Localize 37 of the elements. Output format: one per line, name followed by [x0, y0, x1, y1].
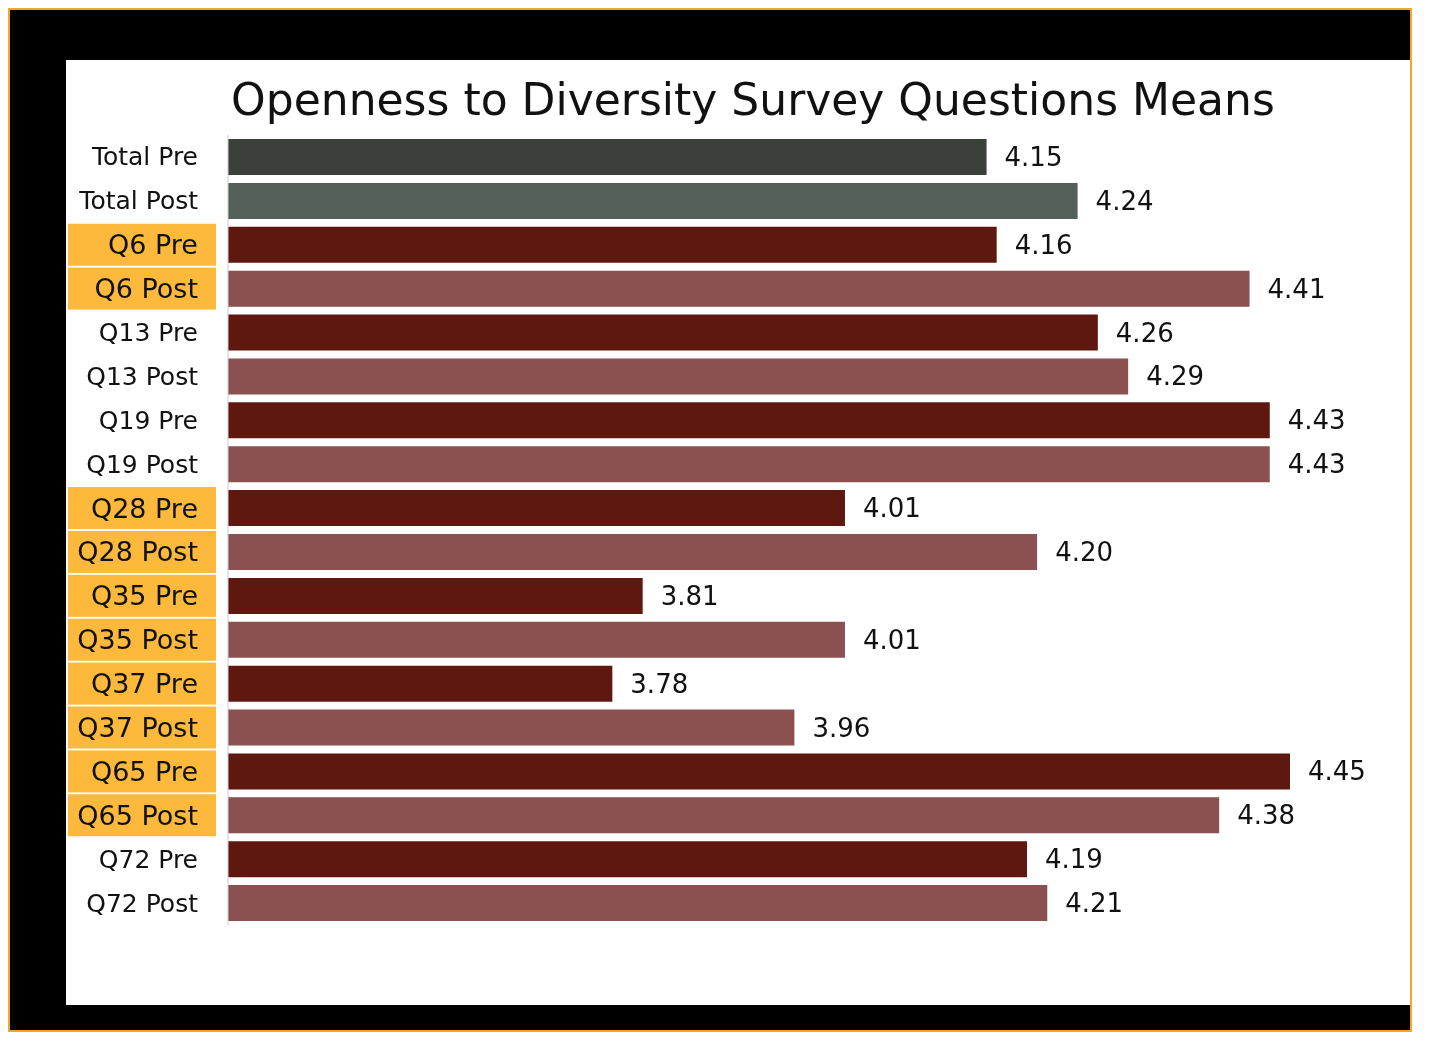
y-tick-label: Q35 Pre [90, 580, 198, 612]
data-label: 4.45 [1308, 756, 1366, 787]
y-tick-label: Q37 Post [77, 712, 198, 743]
y-tick-label: Q13 Pre [98, 318, 198, 347]
data-label: 4.20 [1055, 537, 1114, 567]
y-tick-label: Q72 Pre [98, 844, 198, 874]
data-label: 4.16 [1014, 229, 1073, 260]
y-tick-label: Q13 Post [86, 361, 199, 391]
y-tick-label: Q65 Pre [90, 755, 198, 787]
y-tick-label: Q35 Post [77, 624, 198, 656]
data-label: 4.24 [1095, 185, 1154, 216]
y-tick-label: Q72 Post [86, 888, 199, 918]
data-label: 4.21 [1065, 888, 1124, 919]
data-label: 4.01 [862, 493, 921, 524]
data-label: 4.01 [862, 624, 921, 655]
y-tick-label: Q65 Post [77, 799, 198, 831]
y-tick-label: Q19 Post [86, 449, 199, 479]
y-tick-label: Q28 Pre [90, 492, 198, 524]
data-label: 3.96 [812, 712, 871, 743]
data-label: 3.81 [660, 580, 719, 611]
chart-title: Openness to Diversity Survey Questions Means [230, 74, 1276, 125]
y-tick-label: Q37 Pre [90, 668, 198, 700]
y-tick-label: Total Post [78, 186, 199, 216]
y-tick-label: Q6 Pre [108, 229, 198, 261]
y-tick-label: Q28 Post [77, 536, 198, 568]
data-label: 4.43 [1287, 449, 1346, 480]
data-label: 4.19 [1045, 844, 1103, 875]
data-label: 4.41 [1267, 273, 1326, 304]
data-label: 3.78 [630, 668, 689, 699]
data-label: 4.26 [1115, 317, 1174, 348]
data-label: 4.15 [1004, 142, 1063, 172]
y-tick-label: Q19 Pre [98, 405, 198, 435]
y-tick-label: Q6 Post [94, 273, 198, 305]
data-label: 4.38 [1237, 800, 1296, 831]
data-label: 4.43 [1287, 405, 1346, 436]
y-tick-label: Total Pre [90, 142, 198, 172]
data-label: 4.29 [1146, 361, 1205, 392]
